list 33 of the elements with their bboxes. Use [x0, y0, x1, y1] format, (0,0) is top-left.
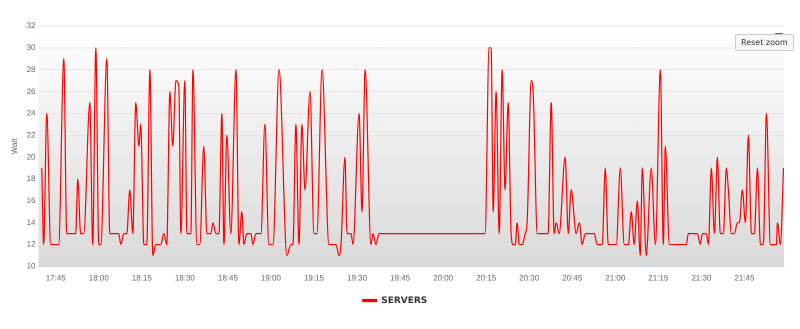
x-tick-label: 18:45 [218, 273, 238, 282]
x-tick-label: 20:00 [433, 273, 454, 282]
x-tick-label: 21:30 [691, 273, 712, 282]
legend-label: SERVERS [381, 296, 428, 306]
x-tick-label: 20:15 [476, 273, 497, 282]
y-tick-label: 32 [26, 21, 36, 30]
y-tick-label: 28 [26, 64, 36, 74]
y-tick-label: 10 [26, 262, 36, 271]
x-tick-label: 19:30 [347, 273, 368, 282]
y-tick-label: 24 [26, 108, 36, 118]
y-tick-label: 26 [26, 86, 36, 96]
x-tick-label: 19:00 [260, 273, 282, 282]
y-axis-title: Watt [10, 137, 20, 154]
x-tick-label: 18:15 [132, 273, 152, 282]
y-tick-label: 30 [26, 43, 36, 52]
x-tick-label: 21:45 [734, 273, 755, 282]
line-series [41, 47, 784, 256]
y-tick-label: 18 [26, 174, 36, 184]
y-tick-label: 14 [26, 218, 36, 227]
x-tick-label: 19:15 [304, 273, 325, 282]
y-tick-label: 22 [26, 130, 36, 140]
x-tick-label: 20:45 [562, 273, 583, 282]
x-tick-label: 18:30 [174, 273, 196, 282]
y-tick-label: 20 [26, 152, 36, 162]
x-tick-label: 19:45 [390, 273, 411, 282]
y-tick-label: 16 [26, 196, 36, 206]
x-tick-label: 20:30 [519, 273, 540, 282]
x-tick-label: 17:45 [46, 273, 66, 282]
y-tick-label: 12 [26, 240, 36, 249]
x-tick-label: 21:00 [605, 273, 626, 282]
x-tick-label: 18:00 [88, 273, 110, 282]
annotation: Reset zoom [735, 34, 794, 51]
x-tick-label: 21:15 [648, 273, 669, 282]
